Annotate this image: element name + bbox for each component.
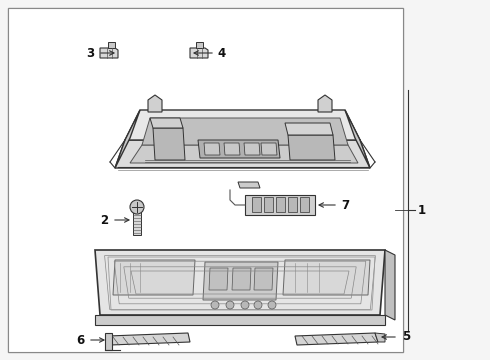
Polygon shape: [130, 145, 358, 163]
Polygon shape: [232, 268, 251, 290]
Polygon shape: [375, 333, 385, 342]
Polygon shape: [295, 333, 378, 345]
Polygon shape: [204, 143, 220, 155]
Polygon shape: [133, 210, 141, 235]
Polygon shape: [209, 268, 228, 290]
Polygon shape: [100, 48, 118, 58]
Circle shape: [130, 200, 144, 214]
Polygon shape: [196, 42, 203, 48]
Text: 6: 6: [76, 333, 84, 346]
Bar: [264, 197, 273, 212]
Circle shape: [226, 301, 234, 309]
Polygon shape: [150, 118, 183, 128]
Polygon shape: [125, 110, 360, 140]
Polygon shape: [345, 110, 370, 168]
Polygon shape: [142, 118, 348, 145]
Polygon shape: [105, 333, 112, 350]
Circle shape: [268, 301, 276, 309]
Polygon shape: [238, 182, 260, 188]
Polygon shape: [190, 48, 208, 58]
Polygon shape: [95, 315, 385, 325]
Polygon shape: [261, 143, 277, 155]
FancyBboxPatch shape: [8, 8, 403, 352]
Text: 5: 5: [402, 330, 410, 343]
Bar: [300, 197, 309, 212]
Circle shape: [241, 301, 249, 309]
Polygon shape: [224, 143, 240, 155]
Polygon shape: [254, 268, 273, 290]
Text: 1: 1: [418, 203, 426, 216]
Text: 2: 2: [100, 213, 108, 226]
Polygon shape: [113, 260, 195, 295]
FancyBboxPatch shape: [8, 8, 403, 352]
Polygon shape: [244, 143, 260, 155]
Polygon shape: [283, 260, 370, 295]
Circle shape: [254, 301, 262, 309]
Polygon shape: [385, 250, 395, 320]
Text: 3: 3: [86, 46, 94, 59]
Bar: [276, 197, 285, 212]
Polygon shape: [148, 95, 162, 112]
Circle shape: [211, 301, 219, 309]
Polygon shape: [108, 42, 115, 48]
Polygon shape: [198, 140, 280, 158]
Polygon shape: [115, 110, 140, 168]
Text: 7: 7: [341, 198, 349, 212]
Polygon shape: [288, 135, 335, 160]
Polygon shape: [318, 95, 332, 112]
Bar: [288, 197, 297, 212]
Polygon shape: [285, 123, 333, 135]
Polygon shape: [245, 195, 315, 215]
Polygon shape: [115, 140, 370, 168]
Polygon shape: [108, 333, 190, 345]
Bar: [252, 197, 261, 212]
Polygon shape: [153, 128, 185, 160]
Polygon shape: [203, 262, 278, 300]
Polygon shape: [95, 250, 385, 315]
Text: 4: 4: [218, 46, 226, 59]
